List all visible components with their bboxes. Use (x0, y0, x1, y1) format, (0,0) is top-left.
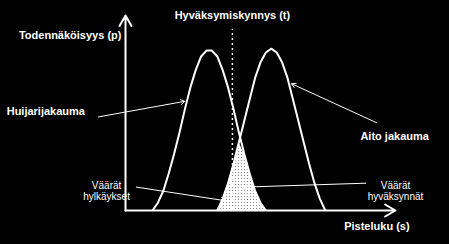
svg-text:Huijarijakauma: Huijarijakauma (7, 105, 86, 117)
svg-text:Pisteluku (s): Pisteluku (s) (344, 220, 410, 232)
svg-text:Aito jakauma: Aito jakauma (360, 130, 429, 142)
svg-text:Vääräthylkäykset: Vääräthylkäykset (83, 180, 130, 202)
svg-text:Vääräthyväksynnät: Vääräthyväksynnät (368, 180, 424, 202)
svg-text:Hyväksymiskynnys (t): Hyväksymiskynnys (t) (175, 9, 291, 21)
svg-text:Todennäköisyys (p): Todennäköisyys (p) (19, 29, 122, 41)
